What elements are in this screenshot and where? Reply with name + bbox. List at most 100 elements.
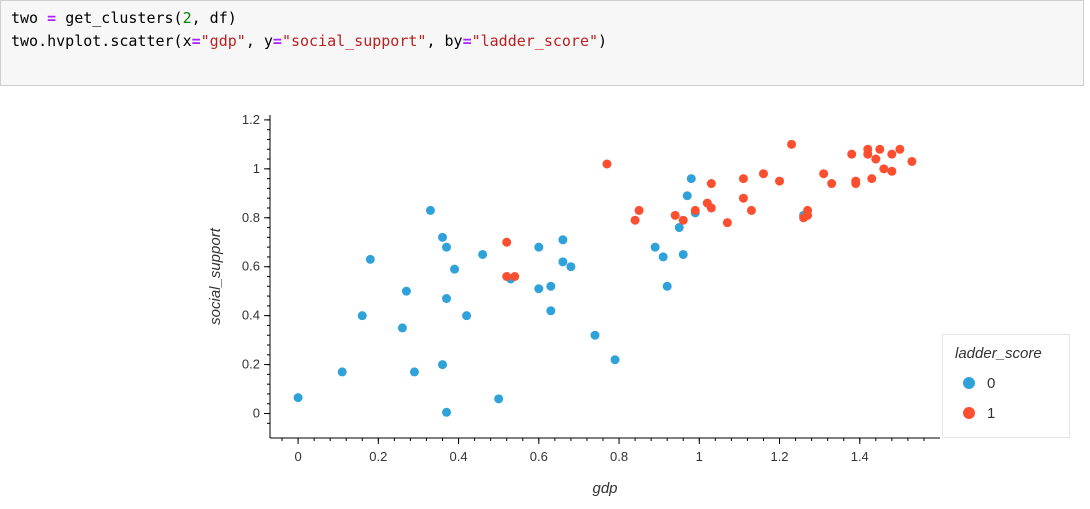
code-line-2: two.hvplot.scatter(x="gdp", y="social_su…	[11, 30, 607, 53]
data-point-series-1	[510, 272, 520, 281]
y-tick-label: 0.4	[242, 308, 260, 323]
data-point-series-0	[558, 235, 568, 245]
data-point-series-0	[686, 174, 696, 184]
y-tick-label: 1	[253, 161, 260, 176]
y-tick-label: 0.8	[242, 210, 260, 225]
code-operator: =	[462, 32, 472, 50]
code-string: "ladder_score"	[471, 32, 599, 50]
code-cell[interactable]: two = get_clusters(2, df) two.hvplot.scat…	[0, 0, 1084, 86]
x-tick-label: 0.6	[530, 449, 548, 464]
data-point-series-1	[867, 174, 877, 184]
x-tick-label: 0.2	[369, 449, 387, 464]
data-point-series-0	[546, 306, 556, 316]
data-point-series-1	[670, 210, 680, 220]
code-line-1: two = get_clusters(2, df)	[11, 7, 607, 30]
data-point-series-1	[775, 176, 785, 186]
code-token: , by	[426, 32, 463, 50]
code-string: "gdp"	[200, 32, 246, 50]
y-tick-label: 1.2	[242, 112, 260, 127]
legend-marker-1	[963, 407, 975, 419]
data-point-series-1	[871, 154, 881, 164]
data-point-series-1	[863, 149, 873, 159]
data-point-series-0	[357, 311, 367, 321]
data-point-series-0	[682, 191, 692, 201]
data-point-series-1	[722, 218, 732, 228]
data-point-series-0	[558, 257, 568, 267]
data-point-series-1	[502, 272, 512, 281]
scatter-plot[interactable]: 0 0.2 0.4 0.6 0.8 1 1.2 0 0.2 0.4 0.6 0.8 1 1.2 1.4 gdp…	[200, 103, 1070, 504]
data-point-series-1	[738, 193, 748, 203]
data-point-series-1	[746, 205, 756, 215]
data-point-series-0	[546, 281, 556, 291]
code-token: , y	[245, 32, 273, 50]
data-point-series-0	[401, 286, 411, 296]
x-tick-label: 1.4	[851, 449, 869, 464]
data-point-series-0	[450, 264, 460, 274]
data-point-series-1	[907, 156, 917, 166]
data-point-series-1	[895, 144, 905, 154]
data-point-series-0	[293, 393, 303, 403]
code-token: , df)	[191, 9, 237, 27]
legend-item-1[interactable]: 1	[963, 403, 995, 423]
data-point-series-1	[502, 237, 512, 247]
data-point-series-0	[365, 254, 375, 264]
data-point-series-1	[787, 139, 797, 149]
data-point-series-0	[658, 252, 668, 262]
data-point-series-0	[438, 360, 448, 370]
data-point-series-0	[397, 323, 407, 333]
code-token: get_clusters(	[65, 9, 183, 27]
data-point-series-0	[462, 311, 472, 321]
y-tick-label: 0.2	[242, 357, 260, 372]
legend: ladder_score 0 1	[942, 334, 1070, 438]
code-token: two.hvplot.scatter(x	[11, 32, 192, 50]
data-point-series-1	[819, 169, 829, 179]
code-number: 2	[182, 9, 192, 27]
y-tick-label: 0	[253, 406, 260, 421]
data-point-series-0	[534, 242, 544, 252]
code-operator: =	[47, 9, 57, 27]
legend-item-0[interactable]: 0	[963, 373, 995, 393]
data-point-series-0	[442, 407, 452, 417]
data-point-series-0	[534, 284, 544, 294]
code-block: two = get_clusters(2, df) two.hvplot.scat…	[11, 7, 607, 53]
data-point-series-0	[337, 367, 347, 377]
data-point-series-1	[690, 205, 700, 215]
data-point-series-0	[425, 205, 435, 215]
x-tick-label: 0.8	[610, 449, 628, 464]
y-tick-label: 0.6	[242, 259, 260, 274]
data-point-series-1	[634, 205, 644, 215]
data-point-series-1	[630, 215, 640, 225]
data-point-series-0	[409, 367, 419, 377]
data-point-series-0	[442, 294, 452, 304]
x-tick-label: 0	[294, 449, 301, 464]
code-token: two	[11, 9, 39, 27]
data-point-series-0	[610, 355, 620, 365]
data-point-series-0	[566, 262, 576, 272]
data-point-series-0	[438, 232, 448, 242]
legend-label-1: 1	[987, 404, 996, 422]
data-point-series-0	[678, 249, 688, 259]
data-point-series-1	[847, 149, 857, 159]
chart-svg: 0 0.2 0.4 0.6 0.8 1 1.2 0 0.2 0.4 0.6 0.8 1 1.2 1.4 gdp…	[207, 112, 940, 497]
data-point-series-1	[887, 166, 897, 176]
data-point-series-1	[738, 174, 748, 184]
legend-marker-0	[963, 377, 975, 389]
data-point-series-0	[494, 394, 504, 404]
data-point-series-0	[590, 330, 600, 340]
data-point-series-1	[602, 159, 612, 169]
y-axis-label: social_support	[207, 227, 224, 325]
data-point-series-1	[758, 169, 768, 179]
x-tick-label: 1	[696, 449, 703, 464]
data-point-series-1	[879, 164, 889, 174]
x-tick-label: 0.4	[450, 449, 468, 464]
code-operator: =	[191, 32, 201, 50]
code-string: "social_support"	[281, 32, 427, 50]
data-point-series-1	[887, 149, 897, 159]
data-point-series-1	[706, 203, 716, 213]
x-axis-label: gdp	[592, 480, 617, 497]
data-point-series-1	[851, 179, 861, 189]
data-point-series-1	[803, 205, 813, 215]
data-point-series-1	[706, 179, 716, 189]
legend-title: ladder_score	[955, 345, 1042, 362]
x-tick-label: 1.2	[770, 449, 788, 464]
